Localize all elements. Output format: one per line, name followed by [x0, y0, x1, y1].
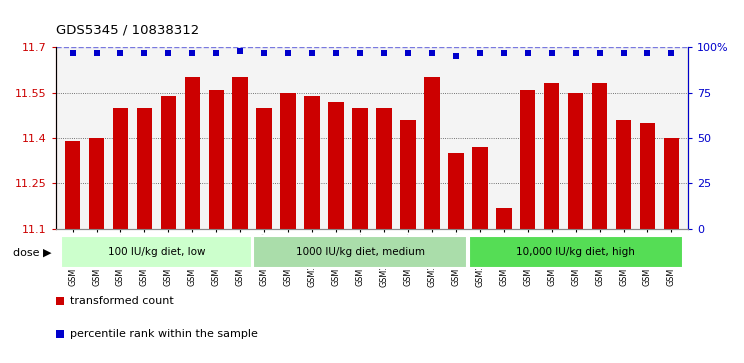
Bar [448, 153, 464, 229]
Bar [112, 108, 128, 229]
Point [641, 50, 653, 56]
Bar [137, 108, 153, 229]
Bar [472, 147, 487, 229]
Bar [591, 83, 607, 229]
Point [618, 50, 629, 56]
FancyBboxPatch shape [253, 236, 467, 268]
Text: dose ▶: dose ▶ [13, 247, 51, 257]
Bar [424, 77, 440, 229]
Bar [376, 108, 392, 229]
Bar [664, 138, 679, 229]
Point [570, 50, 582, 56]
Point [187, 50, 199, 56]
Point [211, 50, 222, 56]
Text: 100 IU/kg diet, low: 100 IU/kg diet, low [108, 247, 205, 257]
Point [378, 50, 390, 56]
Bar [304, 95, 320, 229]
Bar [208, 90, 224, 229]
Point [522, 50, 533, 56]
Point [277, 182, 289, 188]
Bar [328, 102, 344, 229]
Point [402, 50, 414, 56]
Text: percentile rank within the sample: percentile rank within the sample [70, 329, 258, 339]
Text: GDS5345 / 10838312: GDS5345 / 10838312 [56, 23, 199, 36]
Point [91, 50, 103, 56]
FancyBboxPatch shape [61, 236, 251, 268]
Bar [496, 208, 512, 229]
Point [282, 50, 294, 56]
Point [138, 50, 150, 56]
Bar [161, 95, 176, 229]
Bar [89, 138, 104, 229]
Bar [352, 108, 368, 229]
FancyBboxPatch shape [469, 236, 683, 268]
Point [330, 50, 342, 56]
Bar [65, 141, 80, 229]
Bar [400, 120, 416, 229]
Point [258, 50, 270, 56]
Bar [568, 93, 583, 229]
Point [162, 50, 174, 56]
Bar [520, 90, 536, 229]
Point [665, 50, 677, 56]
Point [498, 50, 510, 56]
Point [450, 53, 462, 59]
Text: 10,000 IU/kg diet, high: 10,000 IU/kg diet, high [516, 247, 635, 257]
Point [354, 50, 366, 56]
Point [234, 48, 246, 54]
Bar [544, 83, 559, 229]
Point [594, 50, 606, 56]
Bar [616, 120, 632, 229]
Point [67, 50, 79, 56]
Bar [185, 77, 200, 229]
Text: 1000 IU/kg diet, medium: 1000 IU/kg diet, medium [295, 247, 425, 257]
Point [115, 50, 126, 56]
Bar [257, 108, 272, 229]
Point [307, 50, 318, 56]
Point [474, 50, 486, 56]
Point [545, 50, 557, 56]
Bar [640, 123, 655, 229]
Bar [232, 77, 248, 229]
Text: transformed count: transformed count [70, 297, 173, 306]
Point [426, 50, 437, 56]
Bar [280, 93, 296, 229]
